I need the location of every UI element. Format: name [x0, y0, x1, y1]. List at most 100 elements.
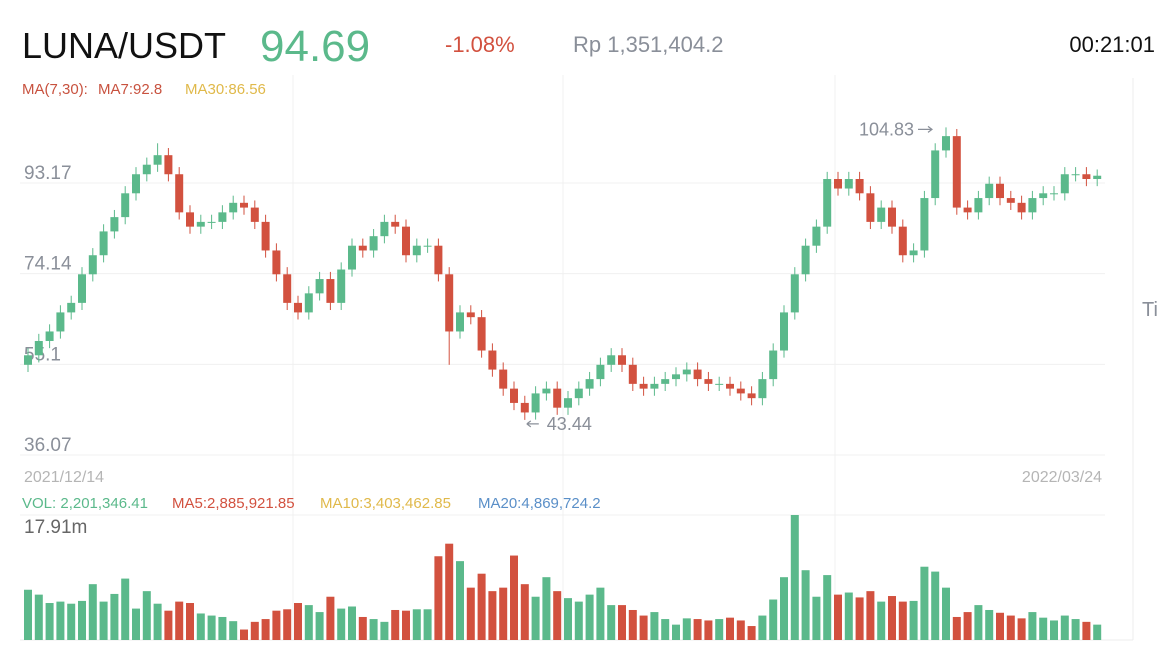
candle-body — [499, 369, 508, 389]
candle-body — [423, 245, 432, 247]
volume-bar — [672, 624, 680, 640]
candle-body — [628, 364, 637, 384]
volume-bar — [56, 601, 65, 640]
volume-bar — [358, 616, 367, 640]
candle-body — [801, 245, 810, 275]
candle-body — [402, 226, 410, 256]
candle-body — [315, 279, 324, 294]
volume-bar — [466, 587, 475, 640]
max-label: 104.83 — [859, 119, 914, 139]
candle-body — [153, 155, 162, 165]
volume-bar — [639, 615, 648, 640]
volume-bar — [812, 596, 821, 640]
candle-body — [391, 221, 400, 227]
candle-body — [607, 355, 616, 365]
ma7: MA7:92.8 — [98, 81, 162, 98]
candle-body — [380, 221, 389, 237]
volume-bar — [704, 620, 713, 640]
volume-bar — [553, 591, 562, 640]
v-tick-label: 17.91m — [24, 517, 87, 538]
candle-body — [682, 369, 691, 375]
volume-bar — [780, 577, 788, 640]
volume-bar — [445, 543, 454, 640]
volume-bar — [693, 619, 702, 640]
y-tick-label: 74.14 — [24, 254, 72, 275]
candle-body — [553, 388, 562, 408]
candle-body — [909, 250, 918, 256]
volume-bar — [434, 556, 443, 640]
candle-body — [261, 221, 270, 251]
candle-body — [769, 350, 778, 380]
volume-bar — [1017, 618, 1026, 640]
volume-bar — [952, 616, 961, 640]
volume-bar — [834, 594, 842, 640]
volume-bar — [34, 594, 43, 640]
volume-bar — [520, 584, 529, 640]
candle-body — [639, 383, 648, 389]
candle-body — [996, 183, 1004, 199]
candle-body — [304, 293, 313, 313]
volume-bar — [985, 609, 994, 640]
volume-bar — [1050, 620, 1058, 640]
volume-bar — [963, 612, 972, 640]
volume-bar — [67, 603, 76, 640]
candle-body — [34, 340, 43, 356]
candle-body — [110, 217, 119, 232]
volume-bar — [272, 610, 281, 640]
candle-body — [45, 331, 54, 341]
candle-body — [898, 226, 907, 256]
volume-bar — [218, 616, 227, 640]
volume-bar — [337, 608, 346, 640]
candle-body — [974, 198, 983, 213]
volume-bar — [402, 610, 410, 640]
volume-bar — [618, 605, 626, 640]
volume-bar — [380, 621, 389, 640]
volume-bar — [510, 555, 518, 640]
volume-bar — [1071, 619, 1080, 640]
volume-bar — [661, 619, 670, 640]
candle-body — [747, 393, 756, 399]
end-date: 2022/03/24 — [1022, 469, 1102, 486]
volume-bar — [283, 609, 292, 640]
volume-bar — [736, 620, 745, 640]
candle-body — [520, 402, 529, 413]
candle-body — [132, 174, 140, 194]
volume-bar — [88, 584, 97, 640]
candle-body — [78, 274, 86, 303]
vol-ma20: MA20:4,869,724.2 — [478, 495, 601, 512]
volume-bar — [326, 596, 335, 640]
candle-body — [1017, 202, 1026, 213]
candle-body — [726, 383, 734, 389]
time: 00:21:01 — [1069, 32, 1155, 57]
volume-bar — [153, 603, 162, 640]
volume-bar — [110, 593, 119, 640]
candle-body — [1060, 174, 1069, 194]
candle-body — [985, 183, 994, 199]
volume-bar — [542, 577, 551, 640]
volume-bar — [294, 603, 302, 640]
volume-bar — [391, 609, 400, 640]
local-price: Rp 1,351,404.2 — [573, 32, 723, 57]
volume-bar — [499, 587, 508, 640]
ma-label: MA(7,30): — [22, 81, 88, 98]
candle-body — [218, 212, 227, 222]
candle-body — [596, 364, 605, 380]
candle-body — [175, 174, 184, 213]
candle-body — [56, 312, 65, 332]
volume-bar — [726, 617, 734, 640]
volume-bar — [175, 601, 184, 640]
volume-bar — [1028, 612, 1037, 640]
candle-body — [866, 193, 875, 222]
candle-body — [618, 355, 626, 365]
volume-bar — [1039, 617, 1048, 640]
volume-bar — [531, 596, 540, 640]
volume-bar — [650, 612, 659, 640]
candle-body — [1039, 193, 1048, 199]
y-tick-label: 93.17 — [24, 163, 72, 184]
candle-body — [207, 221, 216, 223]
candle-body — [369, 236, 378, 251]
volume-bar — [790, 515, 799, 640]
volume-bar — [898, 601, 907, 640]
